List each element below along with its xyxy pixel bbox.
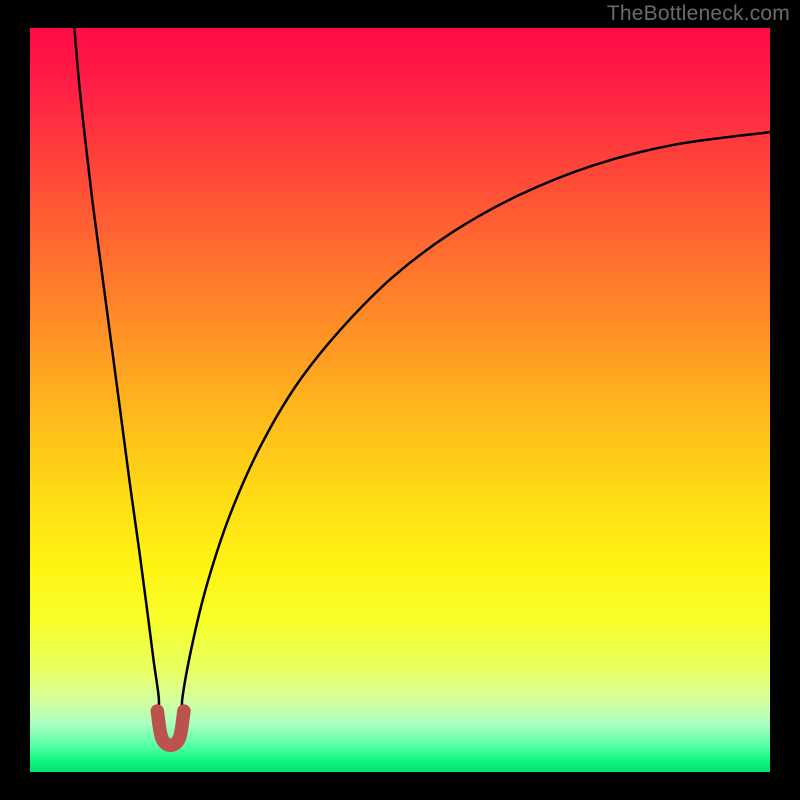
plot-svg [30,28,770,772]
chart-stage: TheBottleneck.com [0,0,800,800]
gradient-background [30,28,770,772]
watermark-text: TheBottleneck.com [607,2,790,26]
plot-area [30,28,770,772]
